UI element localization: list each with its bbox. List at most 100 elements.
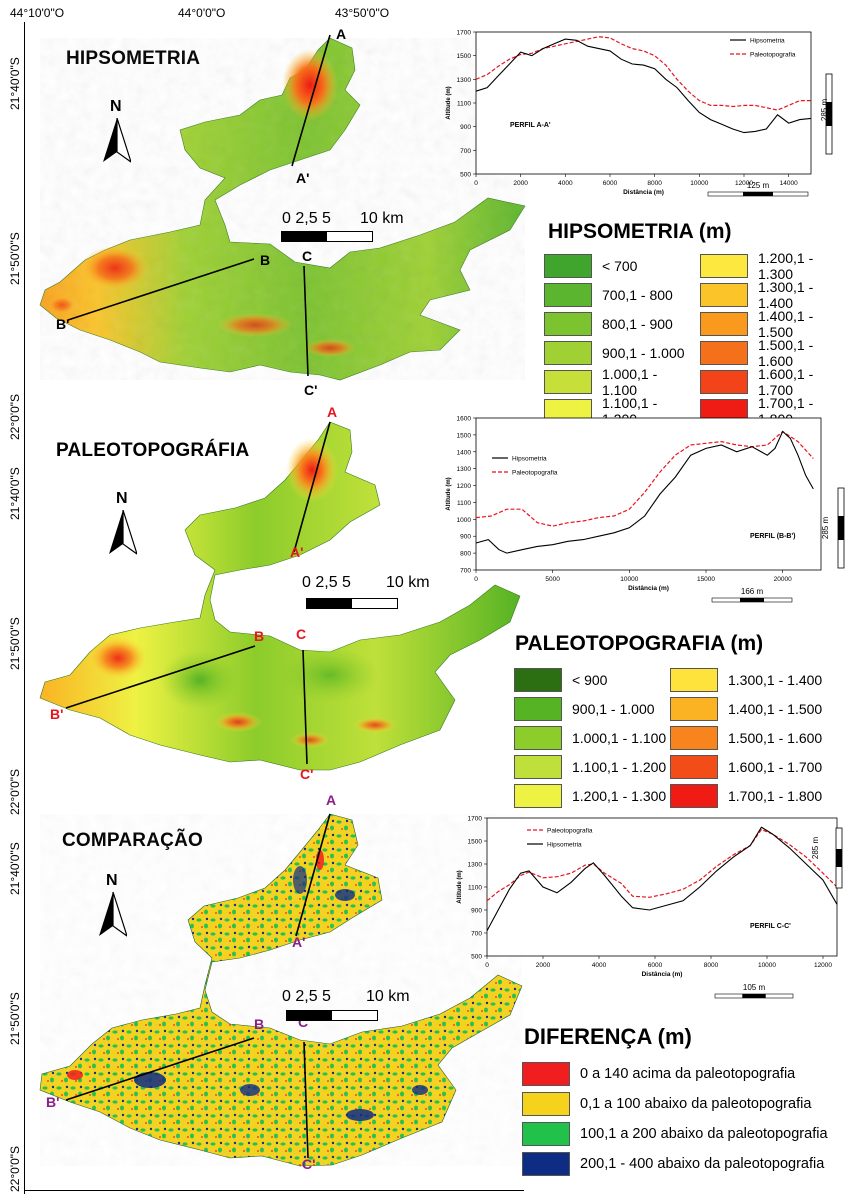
- vscale-label: 285 m: [811, 837, 820, 860]
- legend-item: 1.300,1 - 1.400: [700, 279, 850, 311]
- y-tick-label: 1700: [468, 816, 483, 823]
- legend-text: Hipsometria: [547, 842, 582, 849]
- map-title-paleo: PALEOTOPOGRÁFIA: [56, 440, 250, 461]
- legend-item: 1.700,1 - 1.800: [670, 783, 826, 808]
- hscale-label: 125 m: [747, 181, 770, 190]
- swatch: [670, 667, 718, 692]
- label-c2-1: C': [304, 382, 318, 398]
- legend-item: 0,1 a 100 abaixo da paleotopografia: [522, 1092, 828, 1116]
- map-comparacao[interactable]: [0, 790, 540, 1195]
- profile-title: PERFIL (B-B'): [750, 533, 795, 540]
- hscale-fill: [742, 994, 766, 998]
- legend-label: 1.500,1 - 1.600: [728, 729, 823, 746]
- legend-item: 900,1 - 1.000: [544, 340, 694, 365]
- series-paleotopografia: [475, 430, 814, 527]
- scale-km-2: 10 km: [386, 574, 430, 591]
- profile-chart-cc: 500 700 900 1100 1300 1500 1700 0 2000 4000 6000 80…: [457, 816, 843, 999]
- label-a-3: A: [326, 792, 337, 808]
- label-a-1: A: [336, 26, 347, 42]
- y-tick-label: 900: [460, 124, 471, 131]
- coord-top-3: 43°50'0"O: [335, 6, 390, 20]
- x-tick-label: 10000: [690, 180, 708, 187]
- legend-label: 800,1 - 900: [602, 315, 673, 332]
- swatch: [670, 754, 718, 779]
- y-tick-label: 1100: [468, 885, 482, 892]
- label-b-1: B: [260, 252, 271, 268]
- x-tick-label: 6000: [603, 180, 618, 187]
- legend-item: 700,1 - 800: [544, 282, 694, 307]
- x-tick-label: 6000: [648, 962, 663, 969]
- label-b2-2: B': [50, 706, 64, 722]
- profile-title: PERFIL A-A': [510, 122, 551, 129]
- y-tick-label: 700: [460, 148, 471, 155]
- north-label-3: N: [106, 872, 118, 889]
- scale-bar-3: [286, 1010, 378, 1021]
- map-hipsometria[interactable]: [0, 0, 540, 400]
- profile-title: PERFIL C-C': [750, 923, 791, 930]
- label-b-3: B: [254, 1016, 265, 1032]
- y-tick-label: 500: [460, 172, 471, 179]
- y-tick-label: 700: [460, 568, 471, 575]
- scale-label-3: 0 2,5 5: [282, 988, 331, 1005]
- map-paleotopografia[interactable]: [0, 400, 540, 790]
- label-a2-3: A': [292, 934, 306, 950]
- scale-bar-2: [306, 598, 398, 609]
- label-a2-2: A': [290, 544, 304, 560]
- legend-item: 1.400,1 - 1.500: [670, 696, 826, 721]
- label-b2-1: B': [56, 316, 70, 332]
- legend-label: 1.400,1 - 1.500: [758, 307, 814, 340]
- x-tick-label: 10000: [758, 962, 776, 969]
- legend-label: < 900: [572, 671, 608, 688]
- legend-item: 1.000,1 - 1.100: [544, 366, 694, 398]
- swatch: [514, 696, 562, 721]
- y-tick-label: 500: [471, 954, 482, 961]
- legend-label: 1.500,1 - 1.600: [758, 336, 814, 369]
- y-tick-label: 1300: [457, 77, 472, 84]
- label-c-2: C: [296, 626, 307, 642]
- legend-label: 1.300,1 - 1.400: [728, 671, 823, 688]
- x-tick-label: 15000: [697, 576, 715, 583]
- swatch: [544, 340, 592, 365]
- x-tick-label: 4000: [592, 962, 607, 969]
- swatch: [544, 369, 592, 394]
- legend-label: 900,1 - 1.000: [602, 344, 685, 361]
- swatch: [522, 1122, 570, 1146]
- swatch: [544, 282, 592, 307]
- y-tick-label: 1500: [468, 839, 483, 846]
- y-tick-label: 1400: [457, 449, 472, 456]
- frame-bottom: [24, 1190, 524, 1191]
- hscale-fill: [740, 598, 764, 602]
- legend-text: Hipsometria: [750, 38, 785, 45]
- legend-paleo: < 900 900,1 - 1.000 1.000,1 - 1.100 1.10…: [514, 667, 826, 808]
- scale-label-1: 0 2,5 5: [282, 210, 331, 227]
- label-c-3: C: [298, 1014, 309, 1030]
- y-axis-label: Altitude (m): [457, 870, 463, 903]
- legend-item: 900,1 - 1.000: [514, 696, 670, 721]
- y-tick-label: 1300: [457, 466, 472, 473]
- vscale-fill: [826, 102, 832, 126]
- y-tick-label: 1100: [457, 500, 471, 507]
- north-arrow-icon: [99, 892, 127, 937]
- label-a-2: A: [327, 404, 338, 420]
- legend-text: Paleotopografia: [512, 470, 558, 477]
- y-tick-label: 1100: [457, 101, 471, 108]
- x-tick-label: 0: [474, 576, 478, 583]
- legend-label: 1.100,1 - 1.200: [572, 758, 667, 775]
- x-axis-label: Distância (m): [623, 189, 664, 196]
- legend-label: 1.300,1 - 1.400: [758, 278, 814, 311]
- vscale-label: 285 m: [820, 99, 829, 122]
- legend-diff-title: DIFERENÇA (m): [524, 1024, 692, 1049]
- vscale-label: 285 m: [821, 517, 830, 540]
- legend-item: 1.100,1 - 1.200: [514, 754, 670, 779]
- series-paleotopografia: [475, 36, 811, 111]
- x-tick-label: 8000: [647, 180, 662, 187]
- x-tick-label: 14000: [780, 180, 798, 187]
- scale-bar-1: [281, 231, 373, 242]
- legend-item: 1.600,1 - 1.700: [700, 366, 850, 398]
- legend-text: Paleotopografia: [547, 828, 593, 835]
- x-tick-label: 8000: [704, 962, 719, 969]
- swatch: [700, 311, 748, 336]
- y-axis-label: Altitude (m): [446, 86, 452, 119]
- y-tick-label: 700: [471, 931, 482, 938]
- legend-item: 1.600,1 - 1.700: [670, 754, 826, 779]
